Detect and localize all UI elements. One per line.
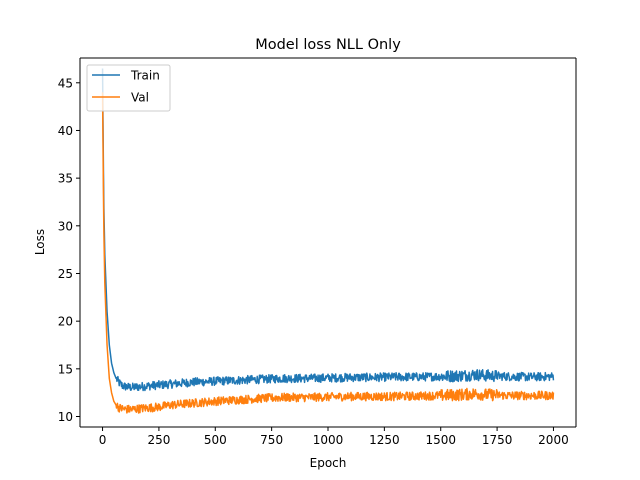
y-tick-label: 10 [58,410,73,424]
series-line-val [101,92,555,414]
x-axis-title: Epoch [310,456,347,470]
x-tick-label: 1750 [482,433,513,447]
chart-title: Model loss NLL Only [255,37,401,53]
x-tick-label: 2000 [538,433,569,447]
x-tick-label: 1000 [313,433,344,447]
y-tick-label: 40 [58,124,73,138]
legend-box [86,64,171,112]
y-tick-label: 25 [58,267,73,281]
legend-label-val: Val [131,91,149,105]
x-tick-label: 1250 [369,433,400,447]
x-tick-label: 1500 [425,433,456,447]
x-tick-label: 500 [204,433,227,447]
y-tick-label: 30 [58,219,73,233]
x-tick-label: 250 [147,433,170,447]
plot-area [80,58,576,427]
legend: Train Val [86,64,171,112]
y-tick-label: 35 [58,172,73,186]
legend-label-train: Train [130,69,160,83]
x-tick-label: 0 [99,433,107,447]
series-line-train [101,68,555,392]
ticks-layer: 0 250 500 750 1000 1250 1500 1750 2000 10 15 20 25 30… [58,76,569,447]
y-axis-title: Loss [33,229,47,255]
x-tick-label: 750 [260,433,283,447]
y-tick-label: 20 [58,315,73,329]
y-tick-label: 45 [58,76,73,90]
series-layer [101,68,555,414]
y-tick-label: 15 [58,362,73,376]
